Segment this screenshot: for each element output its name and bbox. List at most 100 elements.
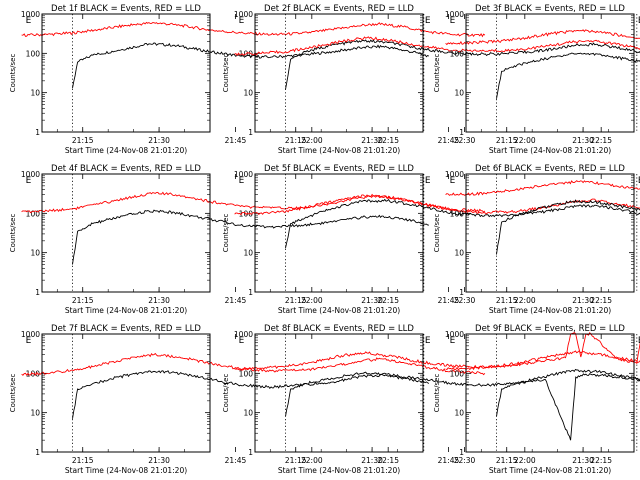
y-tick-label: 1 [35, 448, 40, 457]
chart-title: Det 9f BLACK = Events, RED = LLD [475, 324, 625, 334]
x-tick-label: 21:30 [572, 136, 594, 145]
y-tick-label: 1 [248, 128, 253, 137]
x-tick-label: 21:15 [285, 456, 307, 465]
x-axis-label: Start Time (24-Nov-08 21:01:20) [278, 306, 400, 315]
y-axis-label: Counts/sec [433, 374, 441, 413]
series-events [285, 39, 640, 90]
chart-title: Det 7f BLACK = Events, RED = LLD [51, 324, 201, 334]
y-tick-label: 1 [459, 288, 464, 297]
chart-title: Det 3f BLACK = Events, RED = LLD [475, 4, 625, 14]
panel-4: Det 4f BLACK = Events, RED = LLD Counts/s… [9, 164, 486, 315]
marker-label: E [425, 16, 431, 26]
y-tick-label: 1 [248, 448, 253, 457]
plot-frame [41, 173, 211, 293]
marker-label: E [425, 336, 431, 346]
y-tick-label: 10 [243, 409, 253, 418]
x-tick-label: 22:15 [590, 296, 612, 305]
series-lld [445, 180, 640, 196]
y-tick-label: 10 [243, 89, 253, 98]
series-lld [21, 191, 486, 214]
x-tick-label: 21:30 [148, 456, 170, 465]
y-tick-label: 1 [248, 288, 253, 297]
y-tick-label: 10 [30, 89, 40, 98]
y-tick-label: 1 [35, 288, 40, 297]
y-tick-label: 10 [454, 409, 464, 418]
x-tick-label: 22:15 [377, 456, 399, 465]
x-tick-label: 21:15 [72, 136, 94, 145]
chart-title: Det 8f BLACK = Events, RED = LLD [264, 324, 414, 334]
x-tick-label: 22:15 [590, 136, 612, 145]
chart-title: Det 2f BLACK = Events, RED = LLD [264, 4, 414, 14]
panel-9: Det 9f BLACK = Events, RED = LLD Counts/s… [433, 324, 640, 475]
x-tick-label: 21:15 [285, 296, 307, 305]
x-tick-label: 22:00 [514, 296, 536, 305]
series-events [285, 371, 640, 441]
plot-frame [41, 333, 211, 453]
y-tick-label: 1000 [445, 330, 464, 339]
marker-label: E [425, 176, 431, 186]
panel-1: Det 1f BLACK = Events, RED = LLD Counts/s… [9, 4, 486, 155]
y-axis-label: Counts/sec [222, 214, 230, 253]
x-tick-label: 21:45 [438, 136, 460, 145]
chart-title: Det 5f BLACK = Events, RED = LLD [264, 164, 414, 174]
x-tick-label: 21:45 [225, 456, 247, 465]
panel-3: Det 3f BLACK = Events, RED = LLD Counts/s… [433, 4, 640, 155]
plot-frame [254, 13, 424, 133]
panel-8: Det 8f BLACK = Events, RED = LLD Counts/s… [222, 324, 640, 475]
plot-frame [254, 173, 424, 293]
x-tick-label: 22:00 [301, 136, 323, 145]
y-tick-label: 100 [450, 209, 465, 218]
x-tick-label: 21:30 [572, 456, 594, 465]
x-tick-label: 22:30 [454, 136, 476, 145]
y-tick-label: 1 [459, 448, 464, 457]
series-events [72, 209, 430, 265]
plot-frame [465, 333, 635, 453]
chart-title: Det 6f BLACK = Events, RED = LLD [475, 164, 625, 174]
y-tick-label: 1000 [234, 170, 253, 179]
marker-label: E [450, 336, 456, 346]
plot-frame [465, 13, 635, 133]
marker-label: E [239, 176, 245, 186]
x-axis-label: Start Time (24-Nov-08 21:01:20) [278, 146, 400, 155]
y-axis-label: Counts/sec [9, 374, 17, 413]
marker-label: E [450, 16, 456, 26]
x-axis-label: Start Time (24-Nov-08 21:01:20) [489, 466, 611, 475]
x-tick-label: 21:30 [361, 136, 383, 145]
x-tick-label: 21:15 [285, 136, 307, 145]
y-tick-label: 100 [26, 209, 41, 218]
y-tick-label: 10 [30, 409, 40, 418]
x-tick-label: 21:30 [361, 296, 383, 305]
x-tick-label: 21:45 [438, 456, 460, 465]
y-tick-label: 1000 [21, 170, 40, 179]
series-events [496, 368, 640, 417]
series-events [285, 198, 640, 249]
y-axis-label: Counts/sec [222, 374, 230, 413]
series-events [72, 42, 430, 89]
marker-label: E [26, 176, 32, 186]
y-tick-label: 1000 [445, 10, 464, 19]
x-tick-label: 21:15 [496, 456, 518, 465]
y-tick-label: 10 [243, 249, 253, 258]
marker-label: E [26, 16, 32, 26]
series-lld [445, 349, 640, 371]
x-tick-label: 21:15 [72, 456, 94, 465]
x-tick-label: 21:30 [148, 296, 170, 305]
x-tick-label: 21:30 [148, 136, 170, 145]
x-tick-label: 22:00 [301, 456, 323, 465]
plot-frame [254, 333, 424, 453]
marker-label: E [638, 176, 640, 186]
x-tick-label: 22:00 [514, 456, 536, 465]
x-axis-label: Start Time (24-Nov-08 21:01:20) [278, 466, 400, 475]
y-tick-label: 10 [454, 249, 464, 258]
series-events [496, 52, 640, 99]
x-axis-label: Start Time (24-Nov-08 21:01:20) [489, 146, 611, 155]
y-tick-label: 100 [239, 369, 254, 378]
chart-title: Det 4f BLACK = Events, RED = LLD [51, 164, 201, 174]
series-lld [445, 29, 640, 46]
x-axis-label: Start Time (24-Nov-08 21:01:20) [489, 306, 611, 315]
x-tick-label: 21:45 [225, 136, 247, 145]
x-tick-label: 21:45 [225, 296, 247, 305]
y-tick-label: 1000 [21, 10, 40, 19]
panel-6: Det 6f BLACK = Events, RED = LLD Counts/s… [433, 164, 640, 315]
